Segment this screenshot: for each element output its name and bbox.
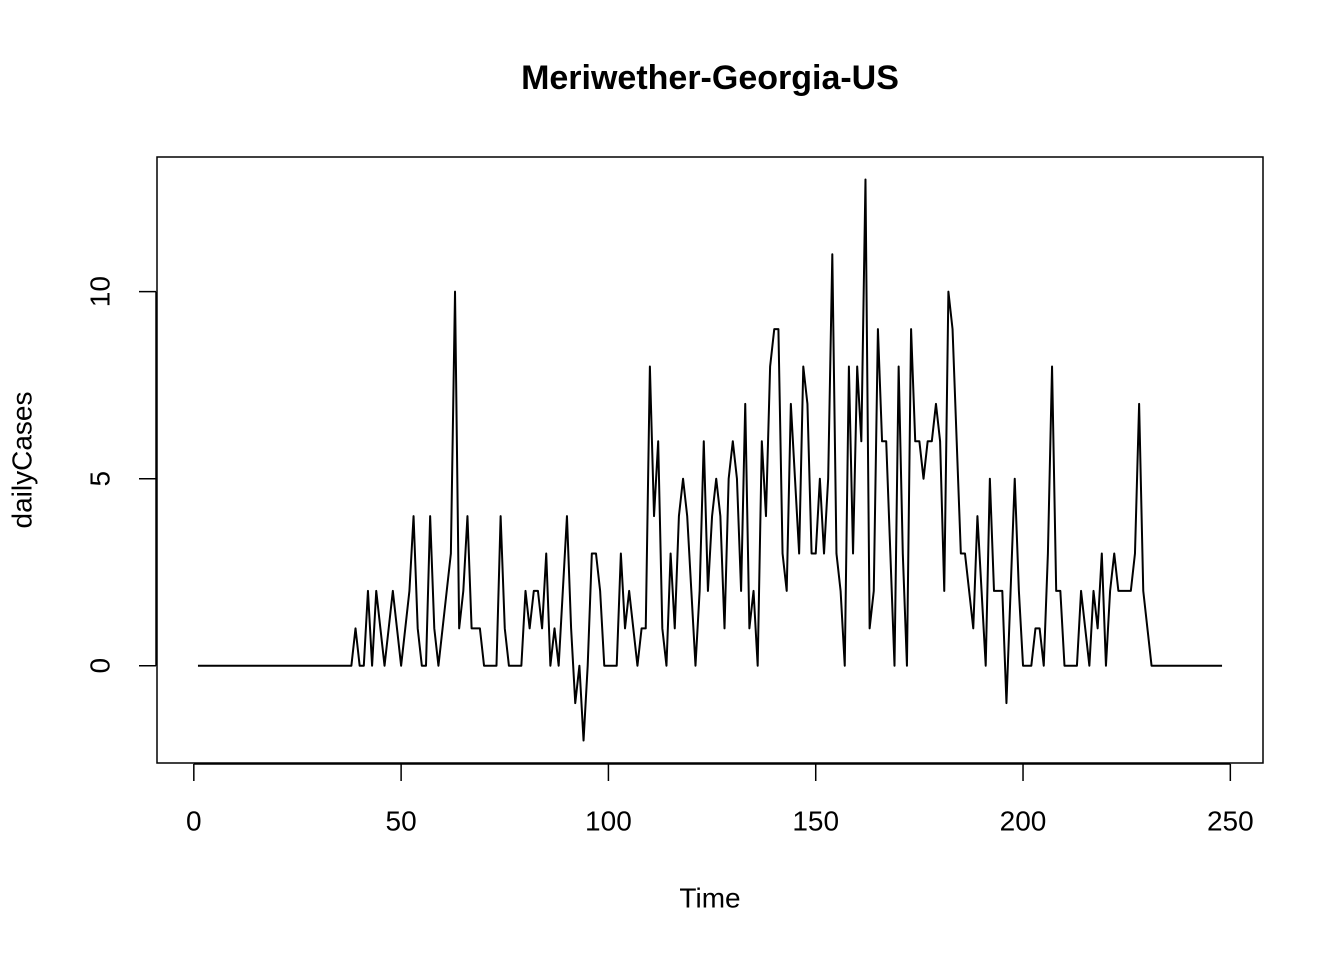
x-tick-label: 100 <box>585 805 632 836</box>
x-axis-label: Time <box>679 882 740 913</box>
plot-frame <box>156 156 1264 764</box>
x-tick-label: 150 <box>792 805 839 836</box>
series-line <box>197 178 1223 742</box>
y-tick-label: 5 <box>84 471 115 487</box>
y-axis-label: dailyCases <box>6 392 37 529</box>
x-tick-label: 200 <box>1000 805 1047 836</box>
y-tick-label: 10 <box>84 276 115 307</box>
chart-title: Meriwether-Georgia-US <box>521 59 899 97</box>
x-tick-label: 250 <box>1207 805 1254 836</box>
y-tick-label: 0 <box>84 658 115 674</box>
x-tick-label: 0 <box>186 805 202 836</box>
x-tick-label: 50 <box>386 805 417 836</box>
